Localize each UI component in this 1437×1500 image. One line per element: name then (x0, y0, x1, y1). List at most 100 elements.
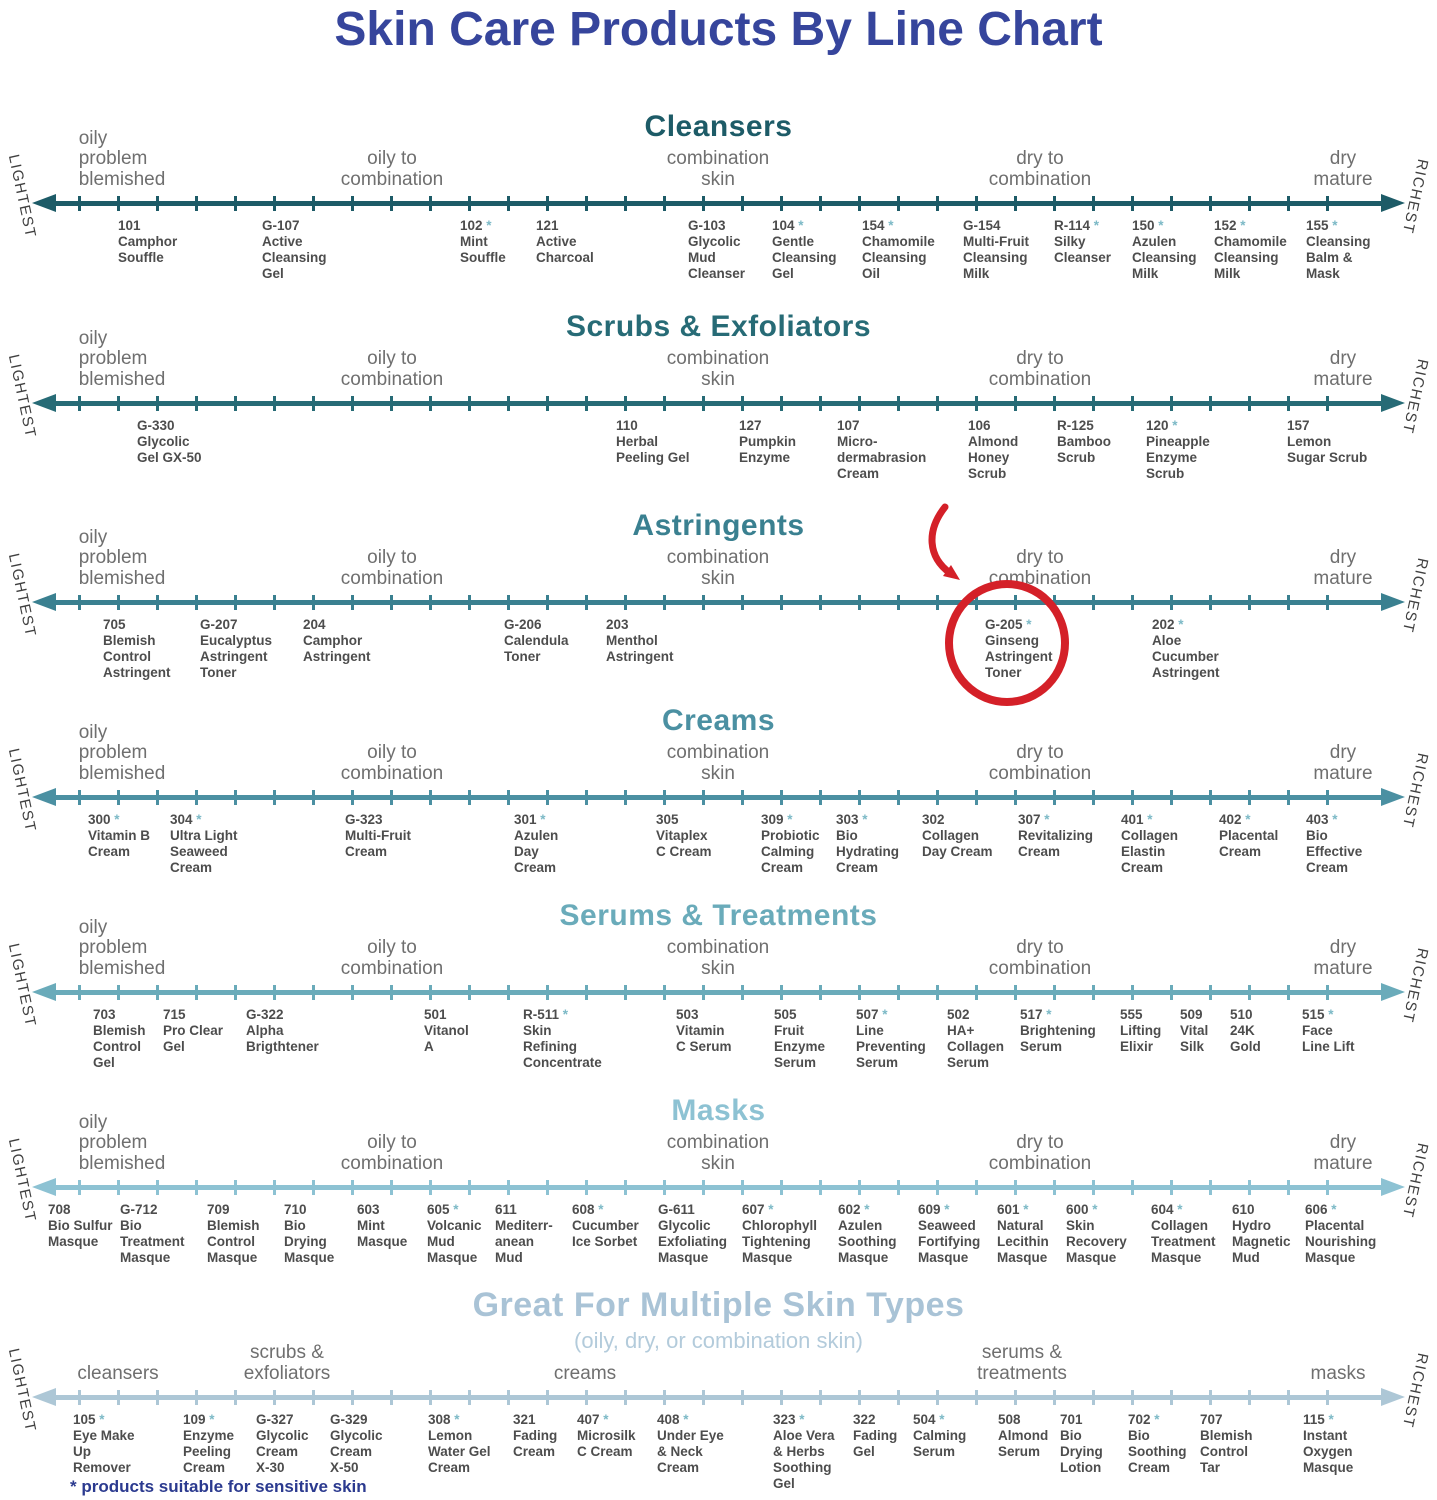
product-code: 502 (947, 1007, 970, 1022)
product-name: Fruit Enzyme Serum (774, 1022, 826, 1070)
product-508: 508 Almond Serum (998, 1412, 1090, 1460)
sensitive-skin-star: * (783, 812, 793, 827)
section-title: Scrubs & Exfoliators (565, 310, 872, 343)
product-code: 407 * (577, 1412, 609, 1427)
sensitive-skin-star: * (482, 218, 492, 233)
left-arrowhead-icon (32, 194, 56, 212)
section-multi-skin-types: Great For Multiple Skin Types (oily, dry,… (0, 1286, 1437, 1500)
product-name: Eucalyptus Astringent Toner (200, 632, 273, 680)
product-name: HA+ Collagen Serum (947, 1022, 1005, 1070)
product-R-511: R-511 * Skin Refining Concentrate (523, 1007, 615, 1071)
skin-type-label: combination skin (666, 1132, 770, 1174)
product-code: 505 (774, 1007, 797, 1022)
product-G-611: G-611 Glycolic Exfoliating Masque (658, 1202, 750, 1266)
product-code: 307 * (1018, 812, 1050, 827)
product-name: Azulen Soothing Masque (838, 1217, 897, 1265)
sensitive-skin-star: * (1143, 812, 1153, 827)
sensitive-skin-star: * (764, 1202, 774, 1217)
sensitive-skin-star: * (1236, 218, 1246, 233)
product-555: 555 Lifting Elixir (1120, 1007, 1212, 1055)
richness-axis (32, 1178, 1405, 1196)
left-arrowhead-icon (32, 983, 56, 1001)
axis-ticks (78, 396, 1359, 411)
product-403: 403 * Bio Effective Cream (1306, 812, 1398, 876)
skin-type-label: oily problem blemished (78, 328, 166, 390)
product-code: 152 * (1214, 218, 1246, 233)
product-102: 102 * Mint Souffle (460, 218, 552, 266)
section-scrubs-exfoliators: Scrubs & Exfoliators oily problem blemish… (0, 308, 1437, 518)
sensitive-skin-star: * (1088, 1202, 1098, 1217)
product-code: 708 (48, 1202, 71, 1217)
product-code: G-206 (504, 617, 542, 632)
product-name: Chlorophyll Tightening Masque (742, 1217, 817, 1265)
product-708: 708 Bio Sulfur Masque (48, 1202, 140, 1250)
product-code: 401 * (1121, 812, 1153, 827)
skin-type-label: dry to combination (988, 742, 1092, 784)
product-code: 702 * (1128, 1412, 1160, 1427)
product-name: Blemish Control Gel (93, 1022, 146, 1070)
product-401: 401 * Collagen Elastin Cream (1121, 812, 1213, 876)
product-code: 304 * (170, 812, 202, 827)
product-155: 155 * Cleansing Balm & Mask (1306, 218, 1398, 282)
product-name: Multi-Fruit Cleansing Milk (963, 233, 1029, 281)
product-G-205: G-205 * Ginseng Astringent Toner (985, 617, 1077, 681)
richness-axis (32, 983, 1405, 1001)
product-code: 154 * (862, 218, 894, 233)
product-name: Face Line Lift (1302, 1022, 1355, 1054)
product-code: 303 * (836, 812, 868, 827)
product-309: 309 * Probiotic Calming Cream (761, 812, 853, 876)
left-arrowhead-icon (32, 788, 56, 806)
skin-type-label: serums & treatments (977, 1342, 1067, 1384)
product-202: 202 * Aloe Cucumber Astringent (1152, 617, 1244, 681)
product-name: Placental Cream (1219, 827, 1279, 859)
skin-type-label: oily problem blemished (78, 128, 166, 190)
product-name: Ginseng Astringent Toner (985, 632, 1053, 680)
richness-axis (32, 194, 1405, 212)
product-code: 115 * (1303, 1412, 1334, 1427)
sensitive-skin-star: * (679, 1412, 689, 1427)
product-name: Aloe Cucumber Astringent (1152, 632, 1220, 680)
product-name: Camphor Astringent (303, 632, 371, 664)
sensitive-skin-star: * (450, 1412, 460, 1427)
product-109: 109 * Enzyme Peeling Cream (183, 1412, 275, 1476)
product-code: 120 * (1146, 418, 1178, 433)
sensitive-skin-star: * (1090, 218, 1100, 233)
product-code: 517 * (1020, 1007, 1052, 1022)
product-G-323: G-323 Multi-Fruit Cream (345, 812, 437, 860)
product-code: 309 * (761, 812, 793, 827)
product-code: R-125 (1057, 418, 1094, 433)
skin-type-label: oily to combination (340, 1132, 444, 1174)
sensitive-skin-star: * (594, 1202, 604, 1217)
product-152: 152 * Chamomile Cleansing Milk (1214, 218, 1306, 282)
product-code: 157 (1287, 418, 1310, 433)
product-code: 101 (118, 218, 141, 233)
product-505: 505 Fruit Enzyme Serum (774, 1007, 866, 1071)
right-arrowhead-icon (1381, 1178, 1405, 1196)
product-name: Bio Hydrating Cream (836, 827, 900, 875)
product-150: 150 * Azulen Cleansing Milk (1132, 218, 1224, 282)
product-707: 707 Blemish Control Tar (1200, 1412, 1292, 1476)
skin-type-label: dry mature (1313, 148, 1373, 190)
product-709: 709 Blemish Control Masque (207, 1202, 299, 1266)
product-517: 517 * Brightening Serum (1020, 1007, 1112, 1055)
product-602: 602 * Azulen Soothing Masque (838, 1202, 930, 1266)
product-code: 321 (513, 1412, 536, 1427)
left-arrowhead-icon (32, 1388, 56, 1406)
product-name: Eye Make Up Remover (73, 1427, 135, 1475)
skin-type-label: combination skin (666, 348, 770, 390)
product-304: 304 * Ultra Light Seaweed Cream (170, 812, 262, 876)
product-600: 600 * Skin Recovery Masque (1066, 1202, 1158, 1266)
product-name: Probiotic Calming Cream (761, 827, 820, 875)
product-name: Herbal Peeling Gel (616, 433, 690, 465)
product-name: Lemon Sugar Scrub (1287, 433, 1368, 465)
product-code: G-207 (200, 617, 238, 632)
section-title: Creams (661, 704, 776, 737)
product-name: Micro- dermabrasion Cream (837, 433, 927, 481)
right-arrowhead-icon (1381, 394, 1405, 412)
skin-type-label: dry mature (1313, 937, 1373, 979)
product-503: 503 Vitamin C Serum (676, 1007, 768, 1055)
product-610: 610 Hydro Magnetic Mud (1232, 1202, 1324, 1266)
product-code: 509 (1180, 1007, 1203, 1022)
product-G-207: G-207 Eucalyptus Astringent Toner (200, 617, 292, 681)
